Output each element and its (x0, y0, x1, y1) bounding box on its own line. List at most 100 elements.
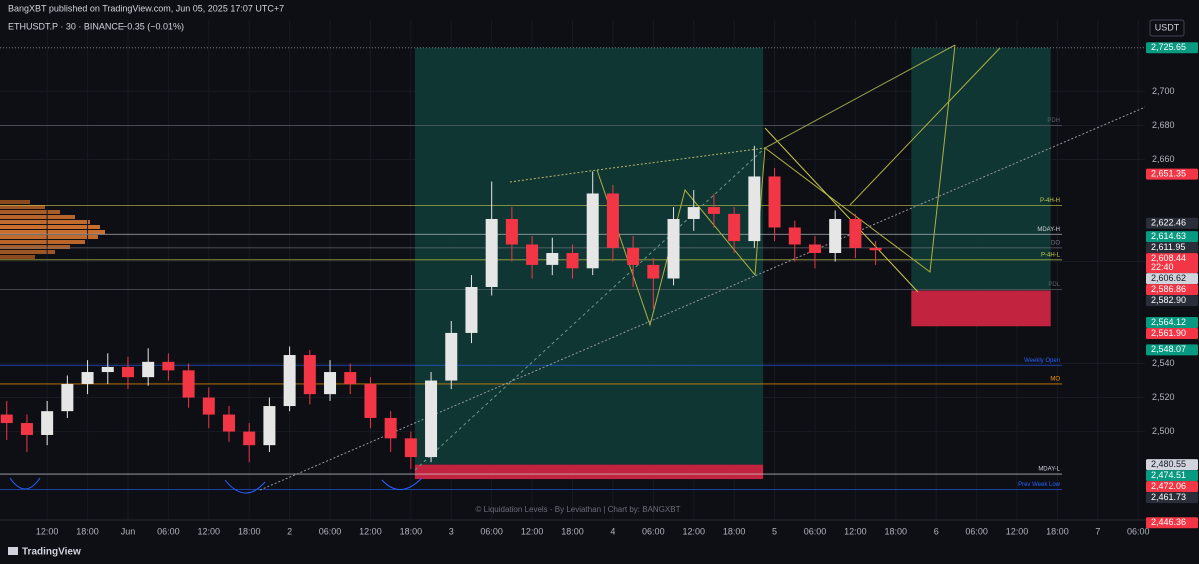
y-tick-label: 2,680 (1152, 120, 1175, 130)
candle-body (223, 414, 235, 432)
price-label: 2,611.95 (1151, 242, 1185, 252)
volume-profile (0, 200, 105, 259)
candle-body (303, 355, 316, 395)
x-tick-label: 12:00 (36, 526, 59, 536)
candle-body (687, 207, 700, 219)
candle-body (808, 244, 821, 253)
profit-zone (911, 47, 1051, 291)
price-label-box (1146, 328, 1198, 340)
x-tick-label: 06:00 (157, 526, 180, 536)
x-tick-label: 3 (449, 526, 454, 536)
candle-body (667, 218, 680, 279)
x-tick-label: 12:00 (682, 526, 705, 536)
candle-body (526, 244, 539, 265)
x-tick-label: 06:00 (965, 526, 988, 536)
currency-box[interactable] (1149, 19, 1185, 37)
candle-layer (0, 145, 882, 469)
price-label: 2,561.90 (1151, 328, 1186, 338)
x-tick-label: 18:00 (723, 526, 746, 536)
price-label-box (1146, 459, 1198, 471)
drawings (9, 44, 1151, 494)
candle-body (283, 355, 296, 407)
price-label-box (1146, 273, 1198, 285)
candle-body (162, 361, 175, 371)
stop-zone (911, 290, 1051, 327)
x-tick-label: Jun (121, 526, 136, 536)
x-tick-label: 7 (1095, 526, 1100, 536)
y-tick-label: 2,700 (1152, 86, 1175, 96)
candle-body (586, 193, 599, 269)
candle-body (647, 264, 660, 279)
x-tick-label: 18:00 (76, 526, 99, 536)
x-tick-label: 18:00 (885, 526, 908, 536)
x-tick-label: 12:00 (844, 526, 867, 536)
candle-body (728, 213, 741, 242)
candle-body (849, 218, 862, 248)
countdown: 22:40 (1151, 262, 1174, 272)
candle-body (707, 207, 720, 214)
header-text: BangXBT published on TradingView.com, Ju… (8, 3, 284, 13)
level-label: Prev Week Low (1018, 482, 1061, 488)
price-label-box (1146, 242, 1198, 254)
price-label: 2,474.51 (1151, 470, 1186, 480)
x-tick-label: 5 (772, 526, 777, 536)
level-label: PDL (1048, 282, 1060, 288)
candle-body (41, 411, 54, 435)
price-label-box (1146, 284, 1198, 296)
price-label-box (1146, 317, 1198, 329)
price-label-box (1146, 517, 1198, 529)
candle-body (364, 383, 377, 418)
price-label: 2,548.07 (1151, 344, 1186, 354)
level-label: MO (1050, 377, 1060, 383)
candle-body (465, 287, 478, 333)
price-label-box (1146, 42, 1198, 54)
level-label: MDAY-L (1038, 467, 1060, 473)
x-tick-label: 12:00 (1006, 526, 1029, 536)
x-tick-label: 06:00 (319, 526, 342, 536)
price-label: 2,725.65 (1151, 42, 1186, 52)
logo (8, 547, 18, 555)
x-tick-label: 18:00 (238, 526, 261, 536)
level-label: P-4H-H (1040, 198, 1060, 204)
x-tick-label: 06:00 (642, 526, 665, 536)
x-tick-label: 18:00 (1046, 526, 1069, 536)
candle-body (829, 218, 842, 253)
price-label: 2,582.90 (1151, 295, 1186, 305)
candle-body (324, 372, 337, 395)
price-label: 2,480.55 (1151, 459, 1186, 469)
candle-body (182, 370, 195, 398)
candle-body (404, 438, 417, 458)
candle-body (263, 406, 276, 446)
candle-body (384, 417, 397, 439)
y-tick-label: 2,660 (1152, 154, 1175, 164)
x-tick-label: 12:00 (198, 526, 221, 536)
candle-body (142, 361, 155, 378)
change: −0.35 (−0.01%) (122, 21, 184, 31)
price-label: 2,608.44 (1151, 253, 1186, 263)
candle-body (768, 176, 781, 228)
price-label: 2,461.73 (1151, 492, 1186, 502)
price-label: 2,586.86 (1151, 284, 1186, 294)
x-tick-label: 18:00 (400, 526, 423, 536)
x-tick-label: 06:00 (804, 526, 827, 536)
candle-body (81, 372, 94, 384)
x-tick-label: 18:00 (561, 526, 584, 536)
level-label: Weekly Open (1024, 358, 1060, 364)
price-label-box (1146, 168, 1198, 180)
price-label-box (1146, 481, 1198, 493)
symbol-title: ETHUSDT.P · 30 · BINANCE (8, 21, 124, 31)
candle-body (202, 397, 215, 415)
price-label: 2,614.63 (1151, 231, 1186, 241)
y-tick-label: 2,540 (1152, 358, 1175, 368)
candle-body (566, 252, 579, 269)
candle-body (243, 431, 256, 446)
x-tick-label: 6 (934, 526, 939, 536)
candle-body (0, 414, 13, 424)
candle-body (20, 423, 33, 435)
candle-body (485, 218, 498, 288)
candle-body (121, 366, 134, 378)
currency[interactable]: USDT (1155, 22, 1180, 32)
price-label-box (1146, 217, 1198, 229)
